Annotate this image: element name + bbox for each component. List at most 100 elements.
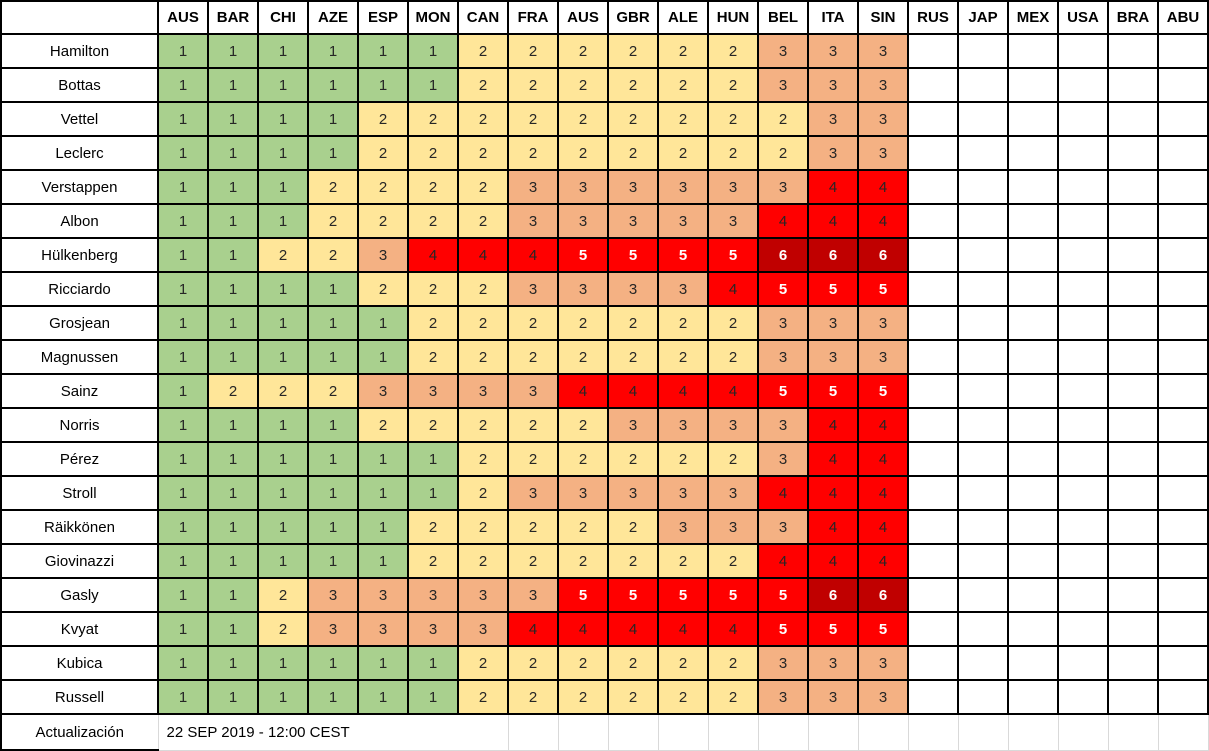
usage-cell[interactable]: 4 (857, 509, 909, 545)
usage-cell[interactable]: 3 (807, 339, 859, 375)
empty-race-cell[interactable] (1157, 67, 1209, 103)
usage-cell[interactable]: 4 (807, 203, 859, 239)
usage-cell[interactable]: 3 (857, 67, 909, 103)
usage-cell[interactable]: 1 (207, 305, 259, 341)
driver-name-cell[interactable]: Kvyat (0, 611, 159, 647)
empty-race-cell[interactable] (957, 679, 1009, 715)
empty-race-cell[interactable] (907, 577, 959, 613)
usage-cell[interactable]: 1 (157, 135, 209, 171)
empty-race-cell[interactable] (1107, 203, 1159, 239)
usage-cell[interactable]: 3 (807, 101, 859, 137)
usage-cell[interactable]: 2 (607, 101, 659, 137)
usage-cell[interactable]: 2 (557, 101, 609, 137)
usage-cell[interactable]: 3 (607, 169, 659, 205)
usage-cell[interactable]: 2 (507, 645, 559, 681)
empty-race-cell[interactable] (1057, 237, 1109, 273)
usage-cell[interactable]: 2 (657, 135, 709, 171)
empty-race-cell[interactable] (907, 475, 959, 511)
usage-cell[interactable]: 4 (807, 509, 859, 545)
usage-cell[interactable]: 3 (807, 67, 859, 103)
usage-cell[interactable]: 2 (607, 305, 659, 341)
usage-cell[interactable]: 4 (707, 611, 759, 647)
usage-cell[interactable]: 3 (457, 611, 509, 647)
usage-cell[interactable]: 3 (757, 339, 809, 375)
usage-cell[interactable]: 3 (557, 203, 609, 239)
empty-race-cell[interactable] (1157, 203, 1209, 239)
usage-cell[interactable]: 1 (157, 509, 209, 545)
usage-cell[interactable]: 4 (707, 373, 759, 409)
driver-name-cell[interactable]: Gasly (0, 577, 159, 613)
empty-race-cell[interactable] (1057, 509, 1109, 545)
usage-cell[interactable]: 1 (257, 203, 309, 239)
usage-cell[interactable]: 2 (707, 305, 759, 341)
usage-cell[interactable]: 1 (207, 645, 259, 681)
usage-cell[interactable]: 4 (407, 237, 459, 273)
usage-cell[interactable]: 1 (207, 33, 259, 69)
empty-race-cell[interactable] (957, 33, 1009, 69)
empty-race-cell[interactable] (1057, 305, 1109, 341)
usage-cell[interactable]: 2 (707, 339, 759, 375)
usage-cell[interactable]: 5 (807, 611, 859, 647)
usage-cell[interactable]: 1 (207, 339, 259, 375)
usage-cell[interactable]: 2 (607, 645, 659, 681)
usage-cell[interactable]: 1 (357, 339, 409, 375)
empty-race-cell[interactable] (1057, 475, 1109, 511)
usage-cell[interactable]: 5 (657, 577, 709, 613)
usage-cell[interactable]: 4 (707, 271, 759, 307)
empty-race-cell[interactable] (1107, 611, 1159, 647)
usage-cell[interactable]: 2 (557, 543, 609, 579)
empty-race-cell[interactable] (1157, 475, 1209, 511)
usage-cell[interactable]: 4 (557, 611, 609, 647)
usage-cell[interactable]: 1 (207, 203, 259, 239)
usage-cell[interactable]: 2 (257, 373, 309, 409)
empty-race-cell[interactable] (1157, 441, 1209, 477)
usage-cell[interactable]: 2 (457, 509, 509, 545)
empty-race-cell[interactable] (1157, 101, 1209, 137)
usage-cell[interactable]: 1 (307, 305, 359, 341)
driver-name-cell[interactable]: Räikkönen (0, 509, 159, 545)
empty-race-cell[interactable] (1157, 237, 1209, 273)
usage-cell[interactable]: 3 (357, 237, 409, 273)
empty-race-cell[interactable] (907, 509, 959, 545)
empty-race-cell[interactable] (957, 203, 1009, 239)
usage-cell[interactable]: 2 (457, 33, 509, 69)
empty-race-cell[interactable] (907, 543, 959, 579)
usage-cell[interactable]: 4 (807, 441, 859, 477)
empty-race-cell[interactable] (907, 407, 959, 443)
usage-cell[interactable]: 2 (457, 441, 509, 477)
empty-race-cell[interactable] (1107, 373, 1159, 409)
usage-cell[interactable]: 2 (407, 271, 459, 307)
usage-cell[interactable]: 1 (207, 271, 259, 307)
usage-cell[interactable]: 2 (657, 645, 709, 681)
usage-cell[interactable]: 2 (407, 509, 459, 545)
usage-cell[interactable]: 1 (307, 509, 359, 545)
usage-cell[interactable]: 2 (457, 543, 509, 579)
usage-cell[interactable]: 2 (457, 475, 509, 511)
empty-race-cell[interactable] (907, 373, 959, 409)
empty-race-cell[interactable] (1007, 441, 1059, 477)
usage-cell[interactable]: 3 (557, 475, 609, 511)
race-column-header[interactable]: AZE (307, 0, 359, 35)
empty-race-cell[interactable] (957, 407, 1009, 443)
usage-cell[interactable]: 4 (607, 373, 659, 409)
usage-cell[interactable]: 5 (607, 577, 659, 613)
usage-cell[interactable]: 1 (257, 679, 309, 715)
usage-cell[interactable]: 4 (507, 237, 559, 273)
usage-cell[interactable]: 4 (557, 373, 609, 409)
empty-race-cell[interactable] (1107, 135, 1159, 171)
usage-cell[interactable]: 1 (157, 475, 209, 511)
usage-cell[interactable]: 3 (607, 203, 659, 239)
usage-cell[interactable]: 2 (557, 305, 609, 341)
race-column-header[interactable]: ITA (807, 0, 859, 35)
driver-name-cell[interactable]: Bottas (0, 67, 159, 103)
usage-cell[interactable]: 1 (157, 169, 209, 205)
empty-race-cell[interactable] (907, 101, 959, 137)
usage-cell[interactable]: 1 (257, 271, 309, 307)
usage-cell[interactable]: 2 (357, 271, 409, 307)
usage-cell[interactable]: 3 (507, 373, 559, 409)
empty-race-cell[interactable] (957, 67, 1009, 103)
usage-cell[interactable]: 1 (257, 305, 309, 341)
empty-race-cell[interactable] (957, 475, 1009, 511)
usage-cell[interactable]: 1 (357, 679, 409, 715)
usage-cell[interactable]: 2 (357, 407, 409, 443)
